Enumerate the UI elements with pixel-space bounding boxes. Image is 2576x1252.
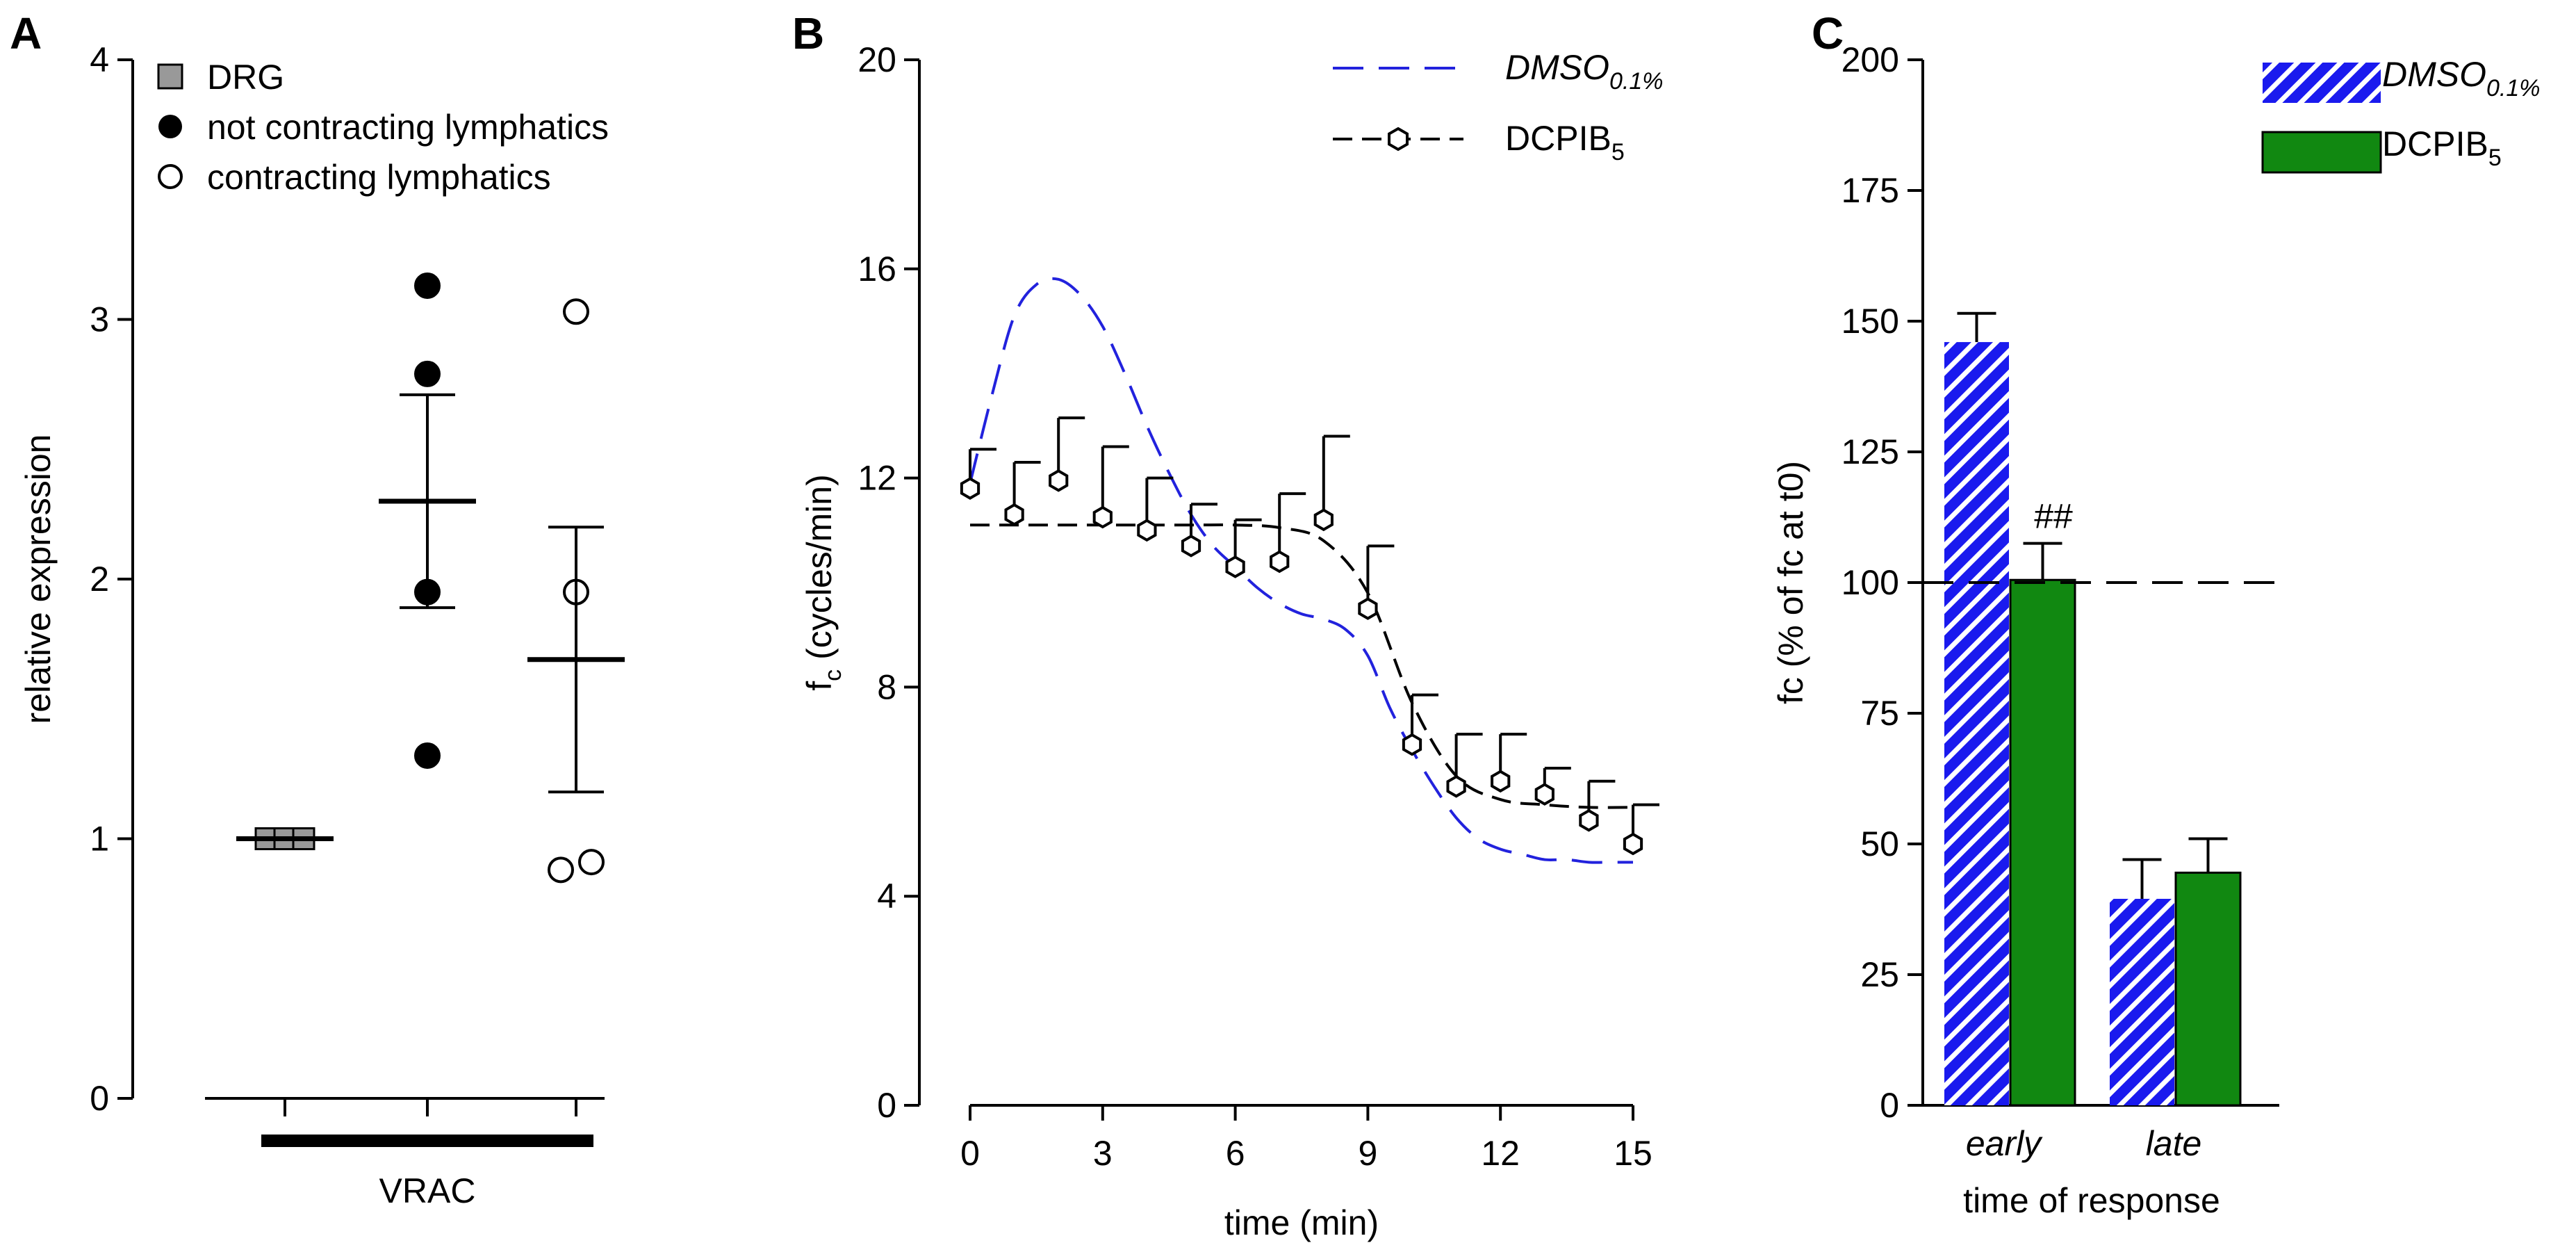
b-x-tick-label: 9 — [1358, 1134, 1377, 1173]
contracting-point — [578, 849, 605, 876]
b-y-tick-label: 12 — [858, 459, 896, 498]
category-label-early: early — [1966, 1124, 2043, 1163]
panel-a-y-ticks: 0 1 2 3 4 — [90, 40, 133, 1118]
legend-not-contracting-marker — [158, 115, 182, 138]
b-y-tick-label: 0 — [877, 1086, 896, 1125]
legend-b-dmso-label: DMSO0.1% — [1505, 48, 1664, 95]
a-y-tick-label: 4 — [90, 40, 109, 79]
panel-c-legend: DMSO0.1% DCPIB5 — [2261, 55, 2541, 174]
legend-c-dmso-label: DMSO0.1% — [2382, 55, 2541, 101]
dcpib-point — [1491, 770, 1511, 793]
b-x-tick-label: 12 — [1481, 1134, 1520, 1173]
panel-b-y-ticks: 0 4 8 12 16 20 — [858, 40, 919, 1125]
panel-b-y-label: fc (cycles/min) — [800, 474, 846, 690]
legend-c-dmso-swatch — [2263, 63, 2381, 103]
c-y-tick-label: 100 — [1841, 563, 1899, 602]
dcpib-point — [1402, 733, 1422, 756]
c-y-tick-label: 150 — [1841, 302, 1899, 341]
panel-b: B 0 4 8 12 16 20 0 3 6 9 12 15 time (min) fc (cycl… — [792, 8, 1664, 1242]
dmso-bar-late — [2110, 898, 2174, 1105]
dcpib-point — [1181, 535, 1201, 558]
dcpib-point — [1049, 469, 1069, 492]
panel-b-legend: DMSO0.1% DCPIB5 — [1333, 48, 1664, 165]
legend-b-dcpib-label: DCPIB5 — [1505, 119, 1625, 165]
contracting-point — [563, 298, 589, 325]
a-y-tick-label: 0 — [90, 1079, 109, 1118]
panel-c-bars — [1944, 311, 2242, 1107]
c-y-tick-label: 125 — [1841, 432, 1899, 471]
b-x-tick-label: 6 — [1226, 1134, 1245, 1173]
dcpib-point — [1137, 519, 1157, 542]
dcpib-point — [960, 477, 981, 500]
panel-c-y-label: fc (% of fc at t0) — [1771, 461, 1810, 704]
panel-a-points — [236, 272, 625, 884]
legend-contracting-marker — [158, 164, 183, 189]
legend-c-dcpib-swatch — [2261, 131, 2382, 174]
not-contracting-point — [414, 272, 441, 299]
panel-letter-a: A — [10, 8, 42, 58]
a-y-tick-label: 2 — [90, 560, 109, 599]
legend-dcpib-marker — [1388, 127, 1409, 152]
dcpib-point — [1004, 503, 1024, 526]
b-y-tick-label: 20 — [858, 40, 896, 79]
a-y-tick-label: 1 — [90, 820, 109, 859]
dcpib-point — [1446, 774, 1466, 798]
panel-a: A 0 1 2 3 4 VRAC relative expression DRG not… — [10, 8, 625, 1210]
b-x-tick-label: 15 — [1614, 1134, 1652, 1173]
panel-b-x-ticks: 0 3 6 9 12 15 — [960, 1105, 1652, 1173]
not-contracting-point — [414, 360, 441, 387]
panel-c: C 0 25 50 75 100 125 150 175 200 ## early late t… — [1771, 8, 2541, 1220]
dcpib-point — [1313, 508, 1334, 532]
legend-not-contracting-label: not contracting lymphatics — [207, 108, 609, 147]
dcpib-bar-late — [2174, 871, 2242, 1107]
panel-letter-c: C — [1812, 8, 1844, 58]
legend-drg-marker — [157, 63, 183, 90]
significance-annotation: ## — [2034, 497, 2073, 536]
dcpib-bar-early — [2009, 578, 2076, 1107]
c-y-tick-label: 200 — [1841, 40, 1899, 79]
panel-c-x-label: time of response — [1963, 1181, 2220, 1220]
b-x-tick-label: 0 — [960, 1134, 980, 1173]
a-y-tick-label: 3 — [90, 300, 109, 339]
b-y-tick-label: 8 — [877, 667, 896, 706]
dmso-bar-early — [1944, 342, 2009, 1106]
legend-c-dcpib-label: DCPIB5 — [2382, 124, 2502, 171]
panel-letter-b: B — [792, 8, 824, 58]
legend-drg-label: DRG — [207, 58, 284, 97]
panel-a-legend: DRG not contracting lymphatics contracti… — [157, 58, 609, 197]
c-y-tick-label: 0 — [1880, 1086, 1899, 1125]
c-y-tick-label: 175 — [1841, 171, 1899, 210]
c-y-tick-label: 25 — [1860, 955, 1899, 994]
legend-contracting-label: contracting lymphatics — [207, 158, 551, 197]
dcpib-point — [1270, 550, 1290, 574]
category-label-late: late — [2146, 1124, 2202, 1163]
dcpib-point — [1534, 783, 1554, 806]
panel-c-y-ticks: 0 25 50 75 100 125 150 175 200 — [1841, 40, 1923, 1125]
dcpib-points — [960, 416, 1659, 856]
not-contracting-point — [414, 742, 441, 769]
dcpib-point — [1358, 597, 1378, 620]
panel-a-group-label: VRAC — [379, 1171, 476, 1210]
panel-a-y-label: relative expression — [19, 434, 58, 724]
b-x-tick-label: 3 — [1093, 1134, 1113, 1173]
contracting-point — [548, 856, 574, 884]
dcpib-point — [1092, 505, 1113, 529]
dcpib-fit-line — [970, 523, 1634, 809]
panel-a-x-ticks — [284, 1098, 577, 1116]
panel-b-x-label: time (min) — [1224, 1203, 1379, 1242]
c-y-tick-label: 50 — [1860, 824, 1899, 863]
vrac-bar — [261, 1135, 593, 1147]
dcpib-point — [1225, 555, 1245, 578]
dmso-fit-line — [969, 277, 1633, 864]
b-y-tick-label: 16 — [858, 250, 896, 288]
b-y-tick-label: 4 — [877, 877, 896, 916]
dcpib-point — [1623, 832, 1643, 856]
dcpib-point — [1579, 808, 1599, 832]
c-y-tick-label: 75 — [1860, 694, 1899, 733]
